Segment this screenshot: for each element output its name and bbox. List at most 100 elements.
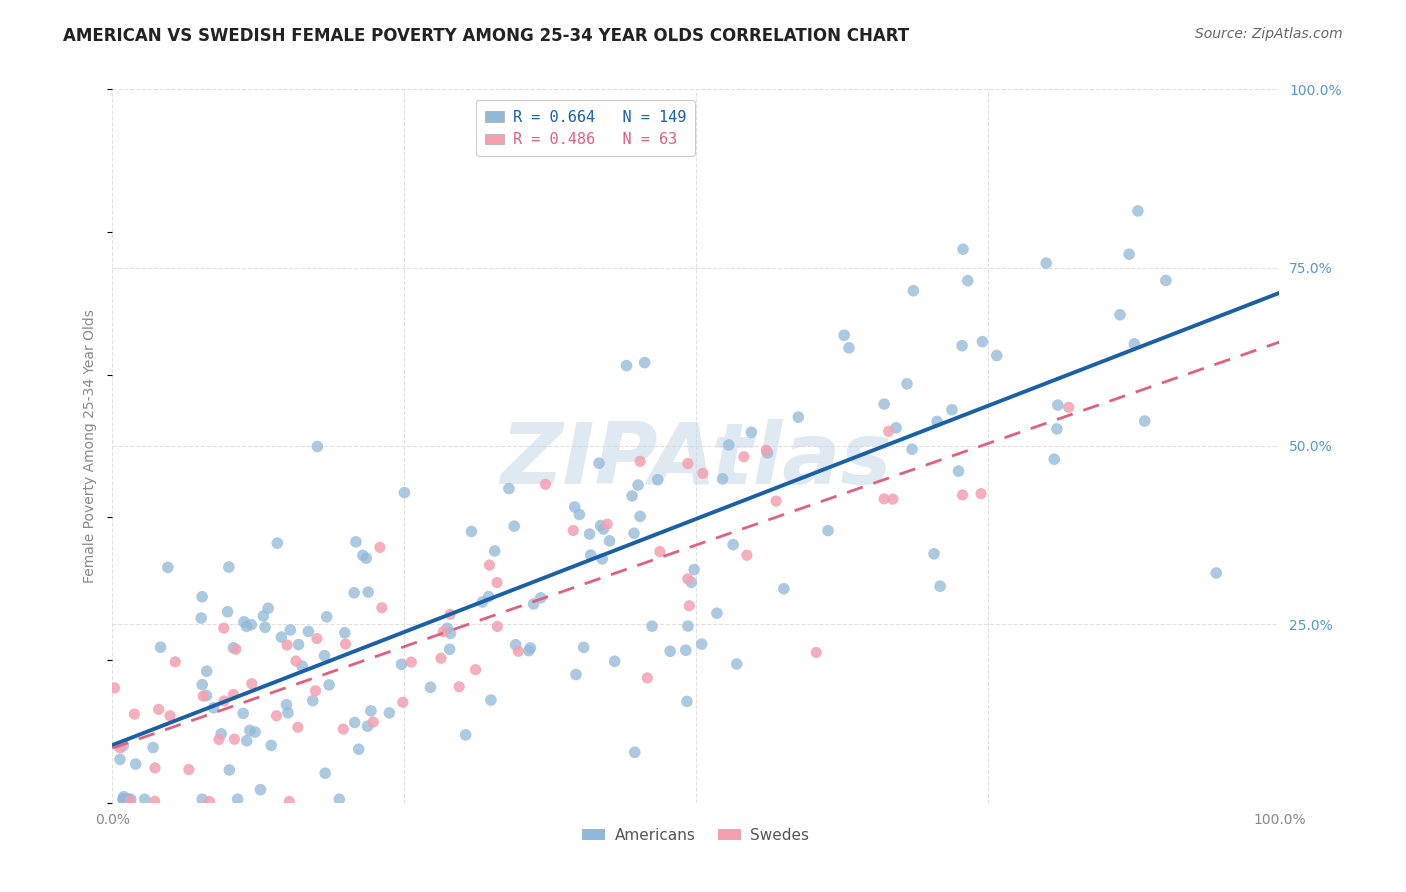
Point	[419, 680, 441, 694]
Point	[254, 620, 277, 634]
Point	[578, 527, 600, 541]
Point	[436, 621, 458, 635]
Point	[117, 792, 139, 806]
Point	[332, 722, 354, 736]
Point	[903, 284, 925, 298]
Point	[498, 482, 520, 496]
Point	[328, 792, 350, 806]
Point	[335, 637, 357, 651]
Point	[634, 356, 657, 370]
Point	[1154, 273, 1177, 287]
Point	[478, 558, 501, 572]
Point	[603, 654, 626, 668]
Point	[218, 763, 240, 777]
Point	[449, 680, 471, 694]
Point	[641, 619, 664, 633]
Point	[356, 719, 378, 733]
Point	[177, 763, 200, 777]
Point	[352, 549, 374, 563]
Point	[287, 638, 309, 652]
Point	[361, 714, 384, 729]
Point	[952, 242, 974, 256]
Point	[430, 651, 453, 665]
Point	[1035, 256, 1057, 270]
Point	[616, 359, 638, 373]
Point	[191, 590, 214, 604]
Point	[108, 752, 131, 766]
Point	[314, 766, 336, 780]
Y-axis label: Female Poverty Among 25-34 Year Olds: Female Poverty Among 25-34 Year Olds	[83, 309, 97, 583]
Point	[1133, 414, 1156, 428]
Point	[235, 619, 257, 633]
Point	[217, 605, 239, 619]
Point	[986, 349, 1008, 363]
Point	[125, 757, 148, 772]
Point	[287, 720, 309, 734]
Point	[360, 704, 382, 718]
Point	[882, 492, 904, 507]
Point	[711, 472, 734, 486]
Point	[225, 642, 247, 657]
Point	[692, 467, 714, 481]
Point	[212, 621, 235, 635]
Point	[276, 638, 298, 652]
Point	[285, 654, 308, 668]
Point	[257, 601, 280, 615]
Point	[112, 792, 135, 806]
Point	[648, 544, 671, 558]
Point	[838, 341, 860, 355]
Point	[676, 572, 699, 586]
Point	[142, 740, 165, 755]
Point	[208, 732, 231, 747]
Point	[270, 630, 292, 644]
Point	[343, 586, 366, 600]
Point	[1118, 247, 1140, 261]
Point	[735, 548, 758, 562]
Point	[134, 792, 156, 806]
Point	[226, 792, 249, 806]
Point	[765, 494, 787, 508]
Point	[156, 560, 179, 574]
Point	[579, 548, 602, 562]
Point	[471, 595, 494, 609]
Point	[112, 792, 135, 806]
Point	[659, 644, 682, 658]
Point	[806, 645, 828, 659]
Point	[970, 486, 993, 500]
Point	[439, 607, 461, 622]
Point	[291, 659, 314, 673]
Point	[439, 642, 461, 657]
Point	[195, 664, 218, 678]
Point	[568, 508, 591, 522]
Point	[224, 732, 246, 747]
Point	[191, 678, 214, 692]
Point	[873, 397, 896, 411]
Point	[239, 723, 262, 738]
Point	[391, 657, 413, 672]
Point	[588, 456, 610, 470]
Point	[479, 693, 502, 707]
Point	[621, 489, 644, 503]
Point	[877, 424, 900, 438]
Point	[503, 519, 526, 533]
Point	[195, 689, 218, 703]
Point	[948, 464, 970, 478]
Point	[276, 698, 298, 712]
Point	[706, 606, 728, 620]
Point	[347, 742, 370, 756]
Point	[589, 518, 612, 533]
Point	[725, 657, 748, 671]
Point	[143, 761, 166, 775]
Point	[941, 402, 963, 417]
Point	[534, 477, 557, 491]
Point	[401, 655, 423, 669]
Point	[378, 706, 401, 720]
Point	[530, 591, 553, 605]
Point	[124, 707, 146, 722]
Point	[354, 551, 377, 566]
Point	[787, 410, 810, 425]
Point	[873, 491, 896, 506]
Point	[209, 727, 232, 741]
Point	[235, 733, 257, 747]
Point	[222, 688, 245, 702]
